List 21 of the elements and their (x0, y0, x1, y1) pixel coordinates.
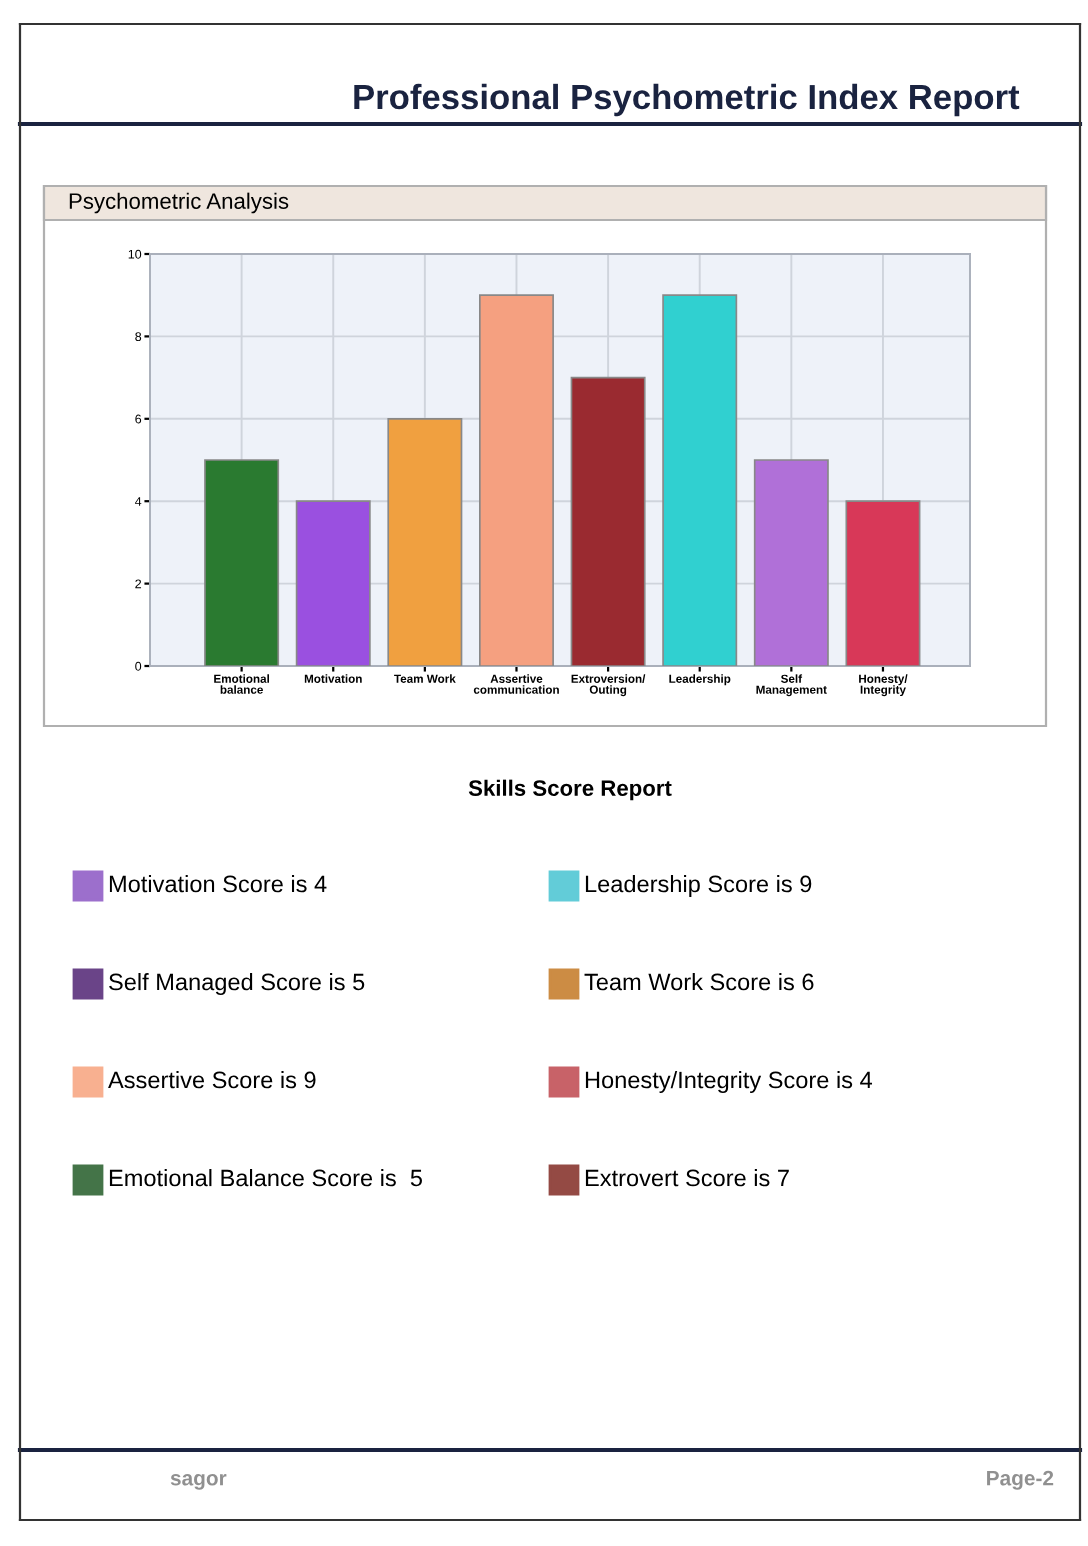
text: Self Managed Score is 5 (109, 972, 365, 996)
text: Emotional Balance Score is 5 (109, 1168, 422, 1187)
bar (387, 417, 463, 666)
text: Extrovert Score is 7 (585, 1168, 789, 1187)
text: Skills Score Report (468, 779, 672, 801)
bar (295, 500, 371, 666)
bar (845, 500, 921, 666)
text: Motivation Score is 4 (109, 874, 327, 893)
chart-subtitle: Psychometric Analysis (69, 192, 289, 214)
bar (204, 459, 280, 666)
bar (753, 459, 829, 666)
bar (662, 294, 738, 666)
text: Leadership Score is 9 (585, 874, 812, 898)
bar (570, 376, 646, 666)
bar (478, 294, 554, 666)
chart-title: Professional Psychometric Index Report (354, 83, 1020, 117)
text: Team Work Score is 6 (584, 972, 814, 991)
text: Honesty/Integrity Score is 4 (585, 1070, 873, 1094)
text: Page-2 (987, 1470, 1054, 1490)
text: Assertive Score is 9 (108, 1070, 316, 1089)
text: sagor (170, 1474, 227, 1490)
